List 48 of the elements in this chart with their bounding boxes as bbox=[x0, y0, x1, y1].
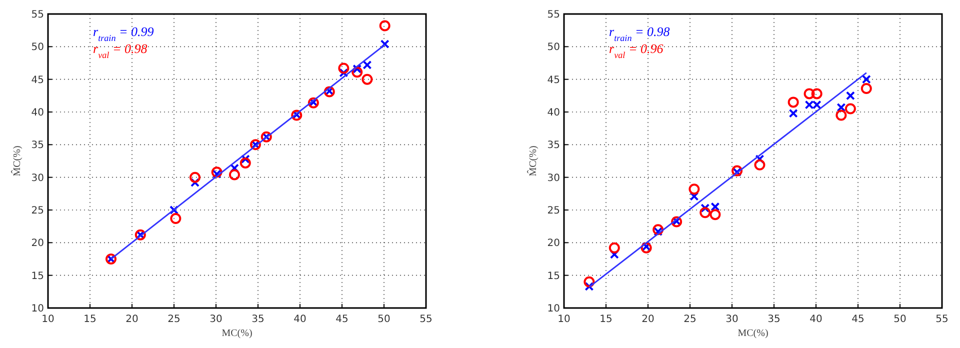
x-tick-label: 25 bbox=[168, 314, 180, 325]
x-tick-label: 35 bbox=[768, 314, 780, 325]
y-tick-label: 50 bbox=[547, 42, 560, 54]
x-tick-label: 40 bbox=[294, 314, 306, 325]
x-tick-label: 10 bbox=[558, 314, 570, 325]
y-tick-label: 55 bbox=[547, 10, 560, 20]
y-tick-label: 40 bbox=[31, 108, 44, 118]
y-tick-label: 35 bbox=[547, 140, 560, 152]
annotation: r$_{val}$ = 0.96 bbox=[609, 41, 664, 60]
x-tick-label: 15 bbox=[600, 314, 612, 325]
y-tick-label: 50 bbox=[31, 42, 44, 54]
annotation: r$_{val}$ = 0.98 bbox=[93, 41, 148, 60]
x-tick-label: 10 bbox=[42, 314, 54, 325]
x-tick-label: 20 bbox=[642, 314, 654, 325]
x-tick-label: 30 bbox=[726, 314, 738, 325]
y-tick-label: 40 bbox=[547, 108, 560, 118]
y-tick-label: 25 bbox=[31, 206, 44, 216]
y-tick-label: 30 bbox=[31, 172, 44, 184]
x-tick-label: 40 bbox=[810, 314, 822, 325]
annotation: r$_{train}$ = 0.98 bbox=[609, 24, 670, 43]
y-tick-label: 45 bbox=[31, 74, 44, 86]
y-tick-label: 20 bbox=[547, 238, 560, 250]
x-tick-label: 25 bbox=[684, 314, 696, 325]
x-tick-label: 20 bbox=[126, 314, 138, 325]
x-tick-label: 30 bbox=[210, 314, 222, 325]
y-tick-label: 15 bbox=[547, 270, 560, 282]
y-tick-label: 10 bbox=[31, 304, 44, 314]
x-tick-label: 55 bbox=[420, 314, 432, 325]
y-tick-label: 15 bbox=[31, 270, 44, 282]
annotation: r$_{train}$ = 0.99 bbox=[93, 24, 154, 43]
y-tick-label: 30 bbox=[547, 172, 560, 184]
x-tick-label: 45 bbox=[336, 314, 348, 325]
x-tick-label: 50 bbox=[894, 314, 906, 325]
y-tick-label: 45 bbox=[547, 74, 560, 86]
x-tick-label: 50 bbox=[378, 314, 390, 325]
x-tick-label: 35 bbox=[252, 314, 264, 325]
y-tick-label: 25 bbox=[547, 206, 560, 216]
y-tick-label: 10 bbox=[547, 304, 560, 314]
x-tick-label: 15 bbox=[84, 314, 96, 325]
x-tick-label: 55 bbox=[936, 314, 948, 325]
x-axis-title: MC(%) bbox=[222, 328, 252, 339]
y-tick-label: 55 bbox=[31, 10, 44, 20]
y-tick-label: 20 bbox=[31, 238, 44, 250]
x-tick-label: 45 bbox=[852, 314, 864, 325]
y-tick-label: 35 bbox=[31, 140, 44, 152]
y-axis-title: M̂C(%) bbox=[11, 146, 23, 176]
y-axis-title: M̂C(%) bbox=[527, 146, 539, 176]
x-axis-title: MC(%) bbox=[738, 328, 768, 339]
